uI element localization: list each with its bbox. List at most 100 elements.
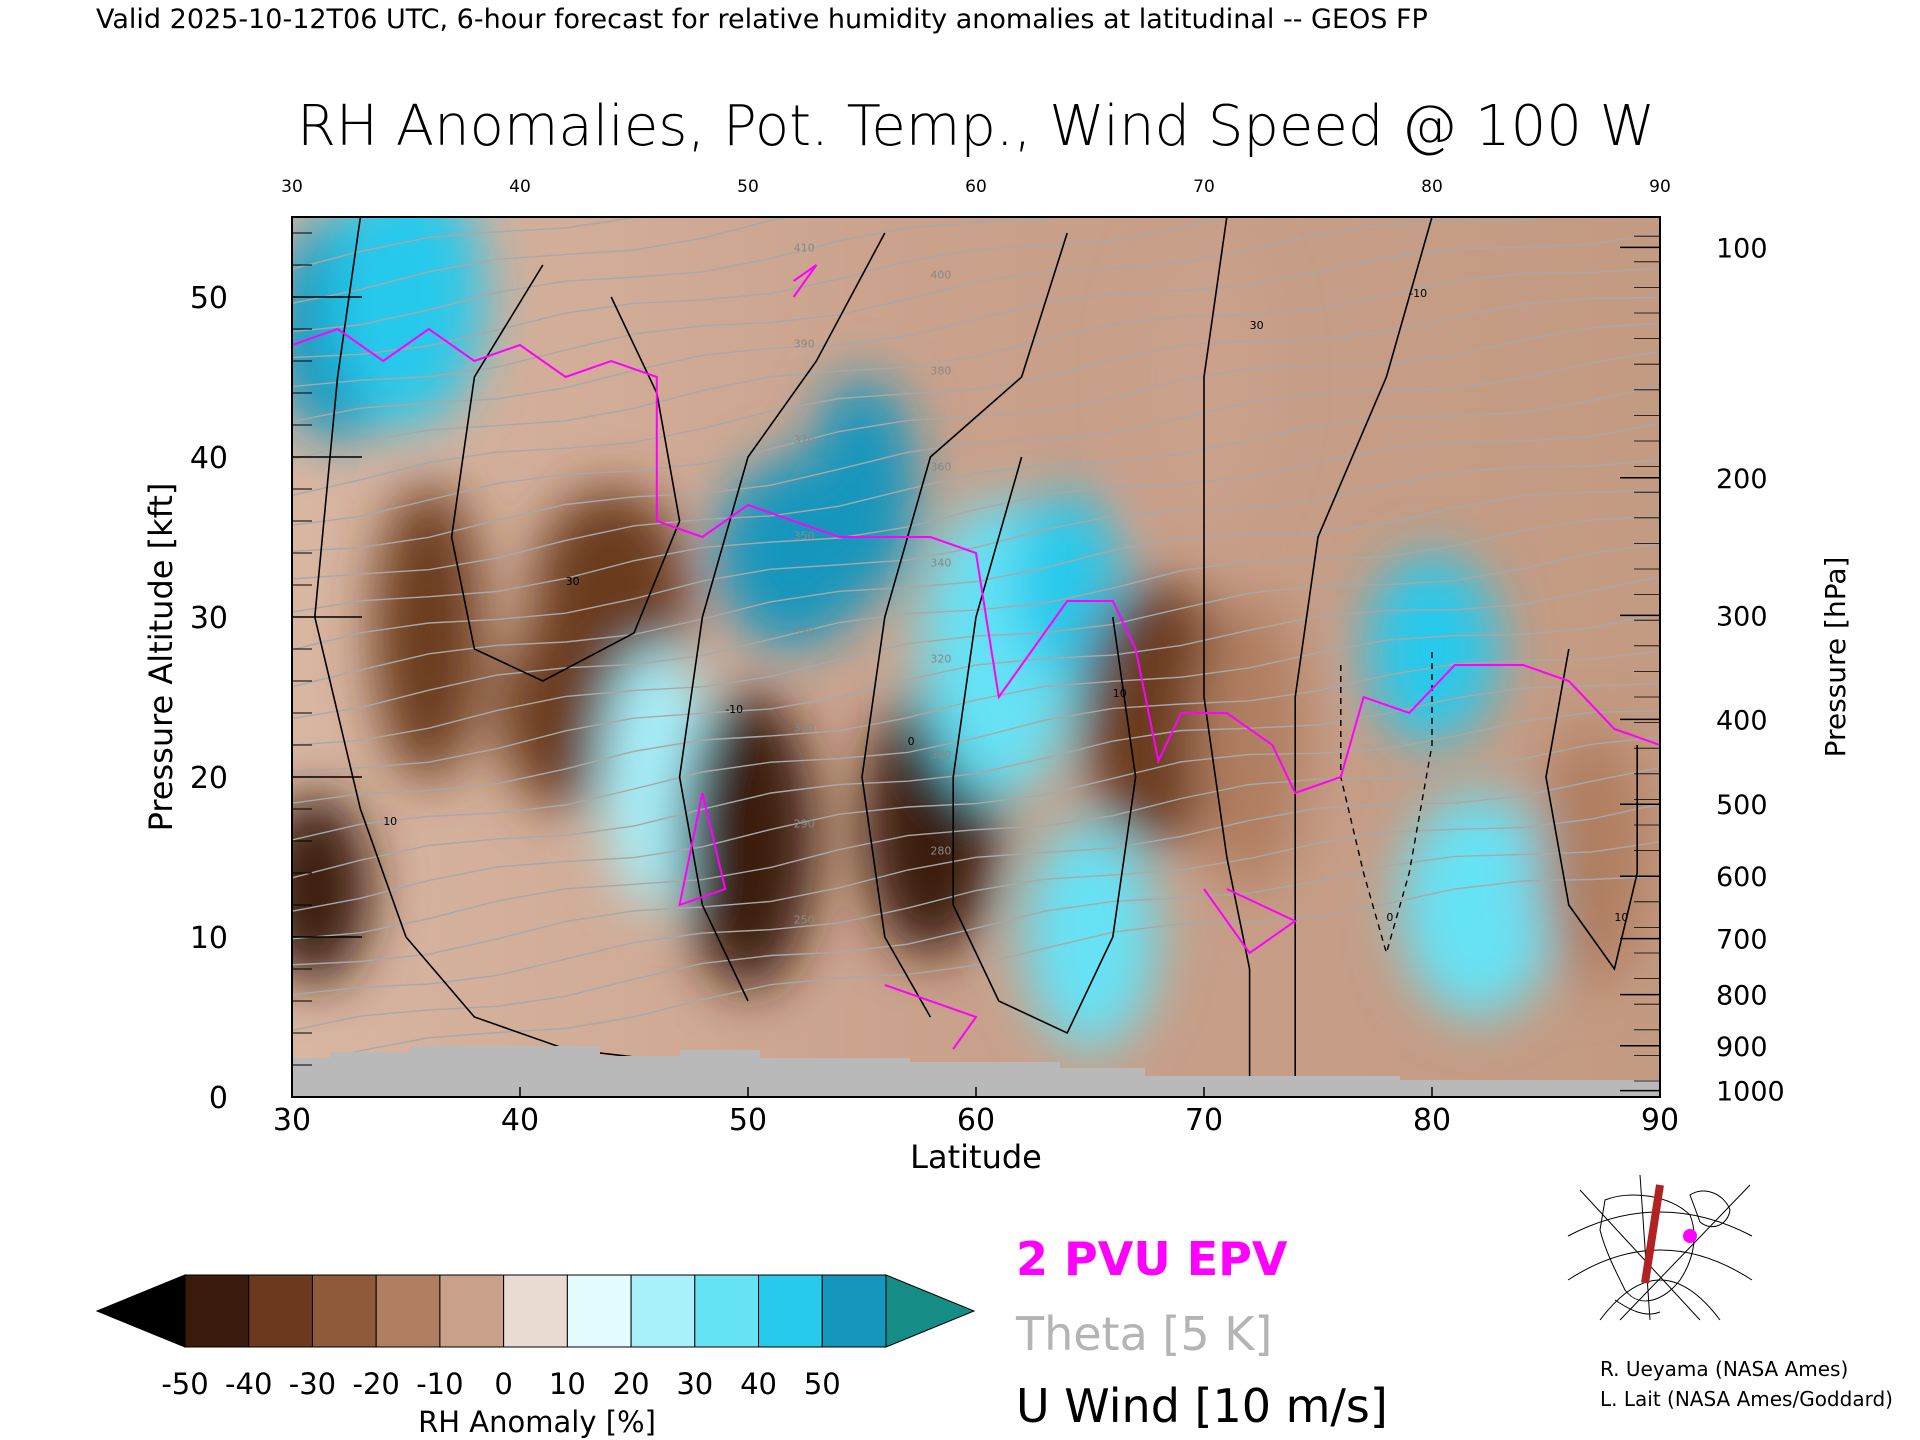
colorbar-tick-label: 50	[804, 1367, 841, 1401]
legend-u-wind: U Wind [10 m/s]	[1016, 1379, 1388, 1433]
y-tick-label: 50	[190, 281, 228, 316]
theta-contour-line	[292, 736, 1660, 940]
u-wind-contour-label: -10	[725, 703, 743, 716]
top-x-tick-label: 80	[1421, 177, 1443, 197]
theta-contour-line	[292, 516, 1660, 720]
top-x-tick-label: 40	[509, 177, 531, 197]
theta-contour-label: 290	[794, 818, 815, 831]
theta-contour-line	[292, 803, 1660, 996]
theta-contour-line	[292, 575, 1660, 773]
colorbar-tick-label: -50	[161, 1367, 208, 1401]
credit-1: R. Ueyama (NASA Ames)	[1600, 1357, 1848, 1381]
rh-anomaly-feature	[373, 484, 484, 782]
theta-contour-line	[292, 613, 1660, 804]
colorbar-swatch	[503, 1274, 568, 1348]
rh-anomaly-feature	[807, 376, 917, 602]
colorbar-tick-label: -20	[352, 1367, 399, 1401]
colorbar-swatch	[758, 1274, 823, 1348]
u-wind-contour-label: 30	[1250, 319, 1264, 332]
u-wind-contour-line	[678, 232, 886, 1002]
top-x-axis: 30 40 50 60 70 80 90	[281, 177, 1671, 197]
top-x-tick-label: 90	[1649, 177, 1671, 197]
theta-contour-line	[292, 683, 1660, 879]
x-tick-label: 60	[957, 1103, 995, 1138]
colorbar-tick-label: -10	[416, 1367, 463, 1401]
pressure-tick-label: 900	[1716, 1032, 1768, 1063]
top-x-tick-label: 50	[737, 177, 759, 197]
terrain	[292, 1046, 1660, 1097]
colorbar-swatch	[630, 1274, 696, 1348]
u-wind-contour-label: 10	[1113, 687, 1127, 700]
colorbar-swatch	[566, 1274, 632, 1348]
theta-contour-label: 360	[930, 460, 951, 473]
theta-contour-label: 400	[930, 268, 951, 281]
u-wind-contour-label: 10	[383, 815, 397, 828]
y-tick-label: 30	[190, 601, 228, 636]
top-x-tick-label: 30	[281, 177, 303, 197]
epv-contour-line	[884, 984, 978, 1050]
colorbar-swatch	[248, 1274, 313, 1348]
rh-anomaly-feature	[327, 217, 485, 428]
colorbar-tick-label: 0	[494, 1367, 512, 1401]
x-tick-label: 90	[1641, 1103, 1679, 1138]
colorbar-swatch	[375, 1274, 441, 1348]
colorbar-low-arrow	[95, 1274, 186, 1348]
theta-contour-line	[292, 217, 639, 270]
pressure-tick-label: 700	[1716, 925, 1768, 956]
theta-contour-label: 380	[930, 364, 951, 377]
pressure-tick-label: 200	[1716, 464, 1768, 495]
valid-line: Valid 2025-10-12T06 UTC, 6-hour forecast…	[96, 4, 1428, 35]
pressure-tick-label: 1000	[1716, 1077, 1785, 1108]
theta-contour-line	[292, 267, 1660, 461]
theta-contour-label: 410	[794, 242, 815, 255]
u-wind-contour-line	[861, 232, 1068, 1018]
u-wind-contour-label: 10	[1614, 911, 1628, 924]
credit-2: L. Lait (NASA Ames/Goddard)	[1600, 1387, 1893, 1411]
pressure-tick-label: 500	[1716, 790, 1768, 821]
colorbar-swatch	[184, 1274, 250, 1348]
chart-title: RH Anomalies, Pot. Temp., Wind Speed @ 1…	[297, 94, 1655, 159]
theta-contour-line	[292, 384, 1660, 580]
colorbar-label: RH Anomaly [%]	[418, 1405, 656, 1439]
u-wind-contour-label: 30	[566, 575, 580, 588]
theta-contour-label: 280	[930, 844, 951, 857]
y-tick-label: 0	[209, 1081, 228, 1116]
theta-contour-label: 250	[794, 914, 815, 927]
colorbar: -50 -40 -30 -20 -10 0 10 20 30 40 50	[95, 1274, 976, 1401]
theta-contour-line	[292, 296, 1660, 496]
rh-anomaly-feature	[1398, 792, 1557, 1018]
rh-anomaly-feature	[1536, 726, 1647, 988]
rh-anomaly-feature	[292, 794, 370, 984]
theta-contour-label: 350	[794, 530, 815, 543]
epv-2pvu-contours	[292, 264, 1660, 1050]
theta-contour-line	[292, 875, 1660, 1070]
theta-contour-line	[292, 766, 1660, 966]
theta-contours: 2502802903003103203303403503603703803904…	[292, 217, 1660, 1070]
colorbar-swatch	[821, 1274, 887, 1348]
x-tick-label: 80	[1413, 1103, 1451, 1138]
theta-contour-line	[292, 490, 1660, 688]
colorbar-tick-label: 40	[740, 1367, 777, 1401]
legend-epv: 2 PVU EPV	[1016, 1232, 1288, 1286]
theta-contour-line	[292, 459, 1660, 651]
cross-section-line	[1641, 1184, 1664, 1284]
pressure-tick-label: 800	[1716, 981, 1768, 1012]
colorbar-swatch	[694, 1274, 760, 1348]
theta-contour-line	[292, 232, 1660, 423]
theta-contour-line	[292, 350, 1660, 552]
y-tick-label: 10	[190, 921, 228, 956]
x-axis: 30 40 50 60 70 80 90	[273, 1087, 1679, 1138]
x-tick-label: 40	[501, 1103, 539, 1138]
pressure-tick-label: 300	[1716, 601, 1768, 632]
u-wind-contour-line	[952, 456, 1137, 1035]
u-wind-contour-line	[1203, 217, 1251, 1097]
pressure-axis: 100 200 300 400 500 600 700 800 900 1000	[1620, 233, 1785, 1108]
colorbar-tick-label: 30	[676, 1367, 713, 1401]
top-x-tick-label: 60	[965, 177, 987, 197]
theta-contour-line	[292, 217, 1230, 359]
theta-contour-line	[292, 217, 791, 304]
plot-area: 2502802903003103203303403503603703803904…	[292, 217, 1660, 1097]
location-map	[1560, 1168, 1760, 1321]
y-tick-label: 20	[190, 761, 228, 796]
